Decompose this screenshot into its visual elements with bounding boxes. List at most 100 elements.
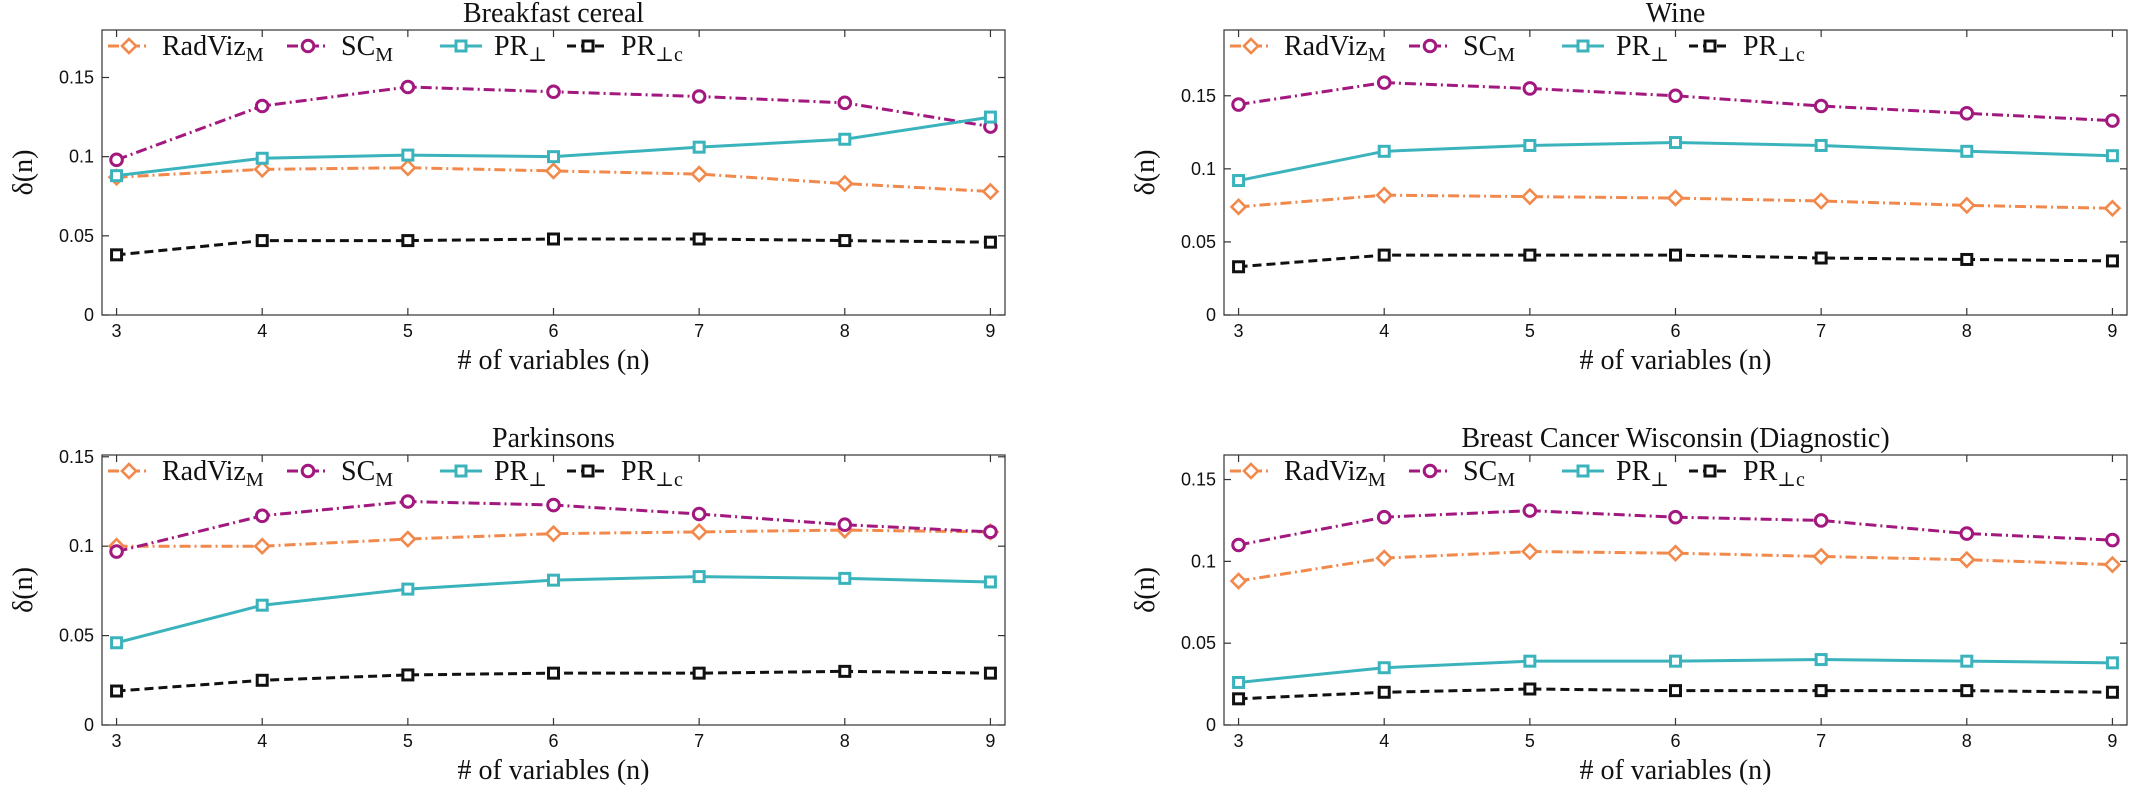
data-point-radviz [1666, 544, 1685, 563]
legend: RadVizM SCM PR⊥ PR⊥c [1230, 31, 1805, 66]
data-point-radviz [1521, 542, 1539, 561]
x-tick-label: 8 [1962, 731, 1972, 751]
legend-subscript: M [1497, 469, 1515, 491]
legend-marker-radviz [120, 462, 138, 480]
legend-suffix: ⊥c [1777, 44, 1805, 66]
data-point-pr [983, 110, 997, 124]
legend-suffix: ⊥c [655, 44, 683, 66]
data-point-prc [255, 234, 269, 248]
x-tick-label: 5 [1525, 321, 1535, 341]
legend-marker-prc [581, 464, 595, 478]
legend-marker-pr [454, 464, 468, 478]
data-point-pr [1669, 654, 1682, 668]
data-point-radviz [1521, 187, 1539, 206]
y-tick-label: 0.1 [69, 147, 94, 167]
data-point-sc [400, 494, 416, 509]
data-point-prc [2105, 685, 2119, 699]
x-tick-label: 4 [257, 321, 267, 341]
data-point-sc [254, 508, 270, 524]
x-tick-label: 6 [1670, 321, 1680, 341]
legend-marker-prc [1703, 464, 1717, 478]
y-tick-label: 0.1 [1191, 159, 1216, 179]
x-tick-label: 5 [403, 731, 413, 751]
legend-subscript: M [1368, 469, 1386, 491]
x-tick-label: 6 [548, 731, 558, 751]
data-point-pr [2105, 656, 2119, 670]
data-point-prc [110, 248, 124, 262]
data-point-prc [1523, 248, 1537, 262]
data-point-pr [1523, 654, 1537, 668]
legend-label-sc: SCM [1463, 31, 1515, 66]
data-point-radviz [835, 174, 854, 193]
data-point-prc [547, 232, 560, 246]
x-tick-label: 3 [1234, 731, 1244, 751]
data-point-sc [983, 524, 998, 540]
data-point-pr [1960, 654, 1974, 668]
legend-label-radviz: RadVizM [1284, 456, 1386, 491]
data-point-prc [983, 235, 997, 249]
data-point-pr [547, 150, 560, 164]
data-point-prc [1523, 682, 1537, 696]
x-tick-label: 8 [1962, 321, 1972, 341]
y-tick-label: 0.1 [69, 536, 94, 556]
data-point-sc [1231, 97, 1246, 112]
legend-label-prc: PR⊥c [1743, 456, 1805, 491]
legend-subscript: M [375, 469, 393, 491]
data-point-sc [1813, 513, 1829, 528]
y-tick-label: 0.15 [1181, 470, 1216, 490]
legend: RadVizM SCM PR⊥ PR⊥c [108, 31, 683, 66]
data-point-pr [401, 582, 415, 596]
data-point-prc [1377, 685, 1391, 699]
legend-marker-sc [1422, 38, 1438, 54]
x-tick-label: 9 [2107, 731, 2117, 751]
x-tick-label: 3 [112, 321, 122, 341]
legend-marker-prc [1703, 39, 1717, 53]
legend-label-prc: PR⊥c [1743, 31, 1805, 66]
legend-suffix: ⊥c [655, 469, 683, 491]
data-point-radviz [981, 182, 1000, 201]
data-point-pr [1960, 144, 1974, 158]
legend-label-radviz: RadVizM [162, 456, 264, 491]
data-point-prc [838, 664, 852, 678]
x-tick-label: 9 [985, 731, 995, 751]
data-point-pr [2105, 149, 2119, 163]
x-tick-label: 9 [2107, 321, 2117, 341]
data-point-sc [1959, 106, 1975, 121]
data-point-sc [1376, 509, 1392, 525]
data-point-radviz [1812, 192, 1830, 210]
legend-marker-sc [300, 463, 316, 479]
data-point-sc [1522, 81, 1538, 96]
y-axis-label: δ(n) [8, 150, 39, 196]
y-tick-label: 0.15 [59, 68, 94, 88]
data-point-prc [1377, 248, 1391, 262]
data-point-prc [255, 673, 269, 687]
chart-panel-4: 0 0.05 0.1 0.15 3 4 5 6 7 8 9 Breast Cancer Wiscons… [1130, 423, 2128, 786]
data-point-pr [1232, 174, 1246, 188]
chart-title: Breakfast cereal [463, 0, 644, 29]
data-point-prc [1960, 684, 1974, 698]
data-point-pr [255, 598, 269, 612]
data-point-prc [1232, 692, 1246, 706]
data-point-sc [546, 497, 561, 513]
data-point-pr [1814, 653, 1828, 667]
x-axis-label: # of variables (n) [1579, 345, 1771, 376]
legend-subscript: M [1497, 44, 1515, 66]
y-tick-label: 0 [1206, 715, 1216, 735]
data-point-pr [838, 132, 852, 146]
data-point-radviz [544, 524, 563, 543]
data-point-prc [1814, 251, 1828, 265]
data-point-radviz [1957, 196, 1976, 215]
x-tick-label: 8 [840, 731, 850, 751]
legend: RadVizM SCM PR⊥ PR⊥c [1230, 456, 1805, 491]
data-point-sc [2105, 532, 2120, 548]
legend-marker-pr [1576, 39, 1590, 53]
data-point-pr [255, 151, 269, 165]
legend-marker-radviz [120, 37, 138, 55]
data-point-radviz [253, 537, 272, 556]
y-axis-label: δ(n) [1130, 150, 1161, 196]
y-tick-label: 0.05 [59, 626, 94, 646]
data-point-pr [1232, 675, 1246, 689]
data-point-pr [1377, 661, 1391, 675]
data-point-pr [401, 148, 415, 162]
